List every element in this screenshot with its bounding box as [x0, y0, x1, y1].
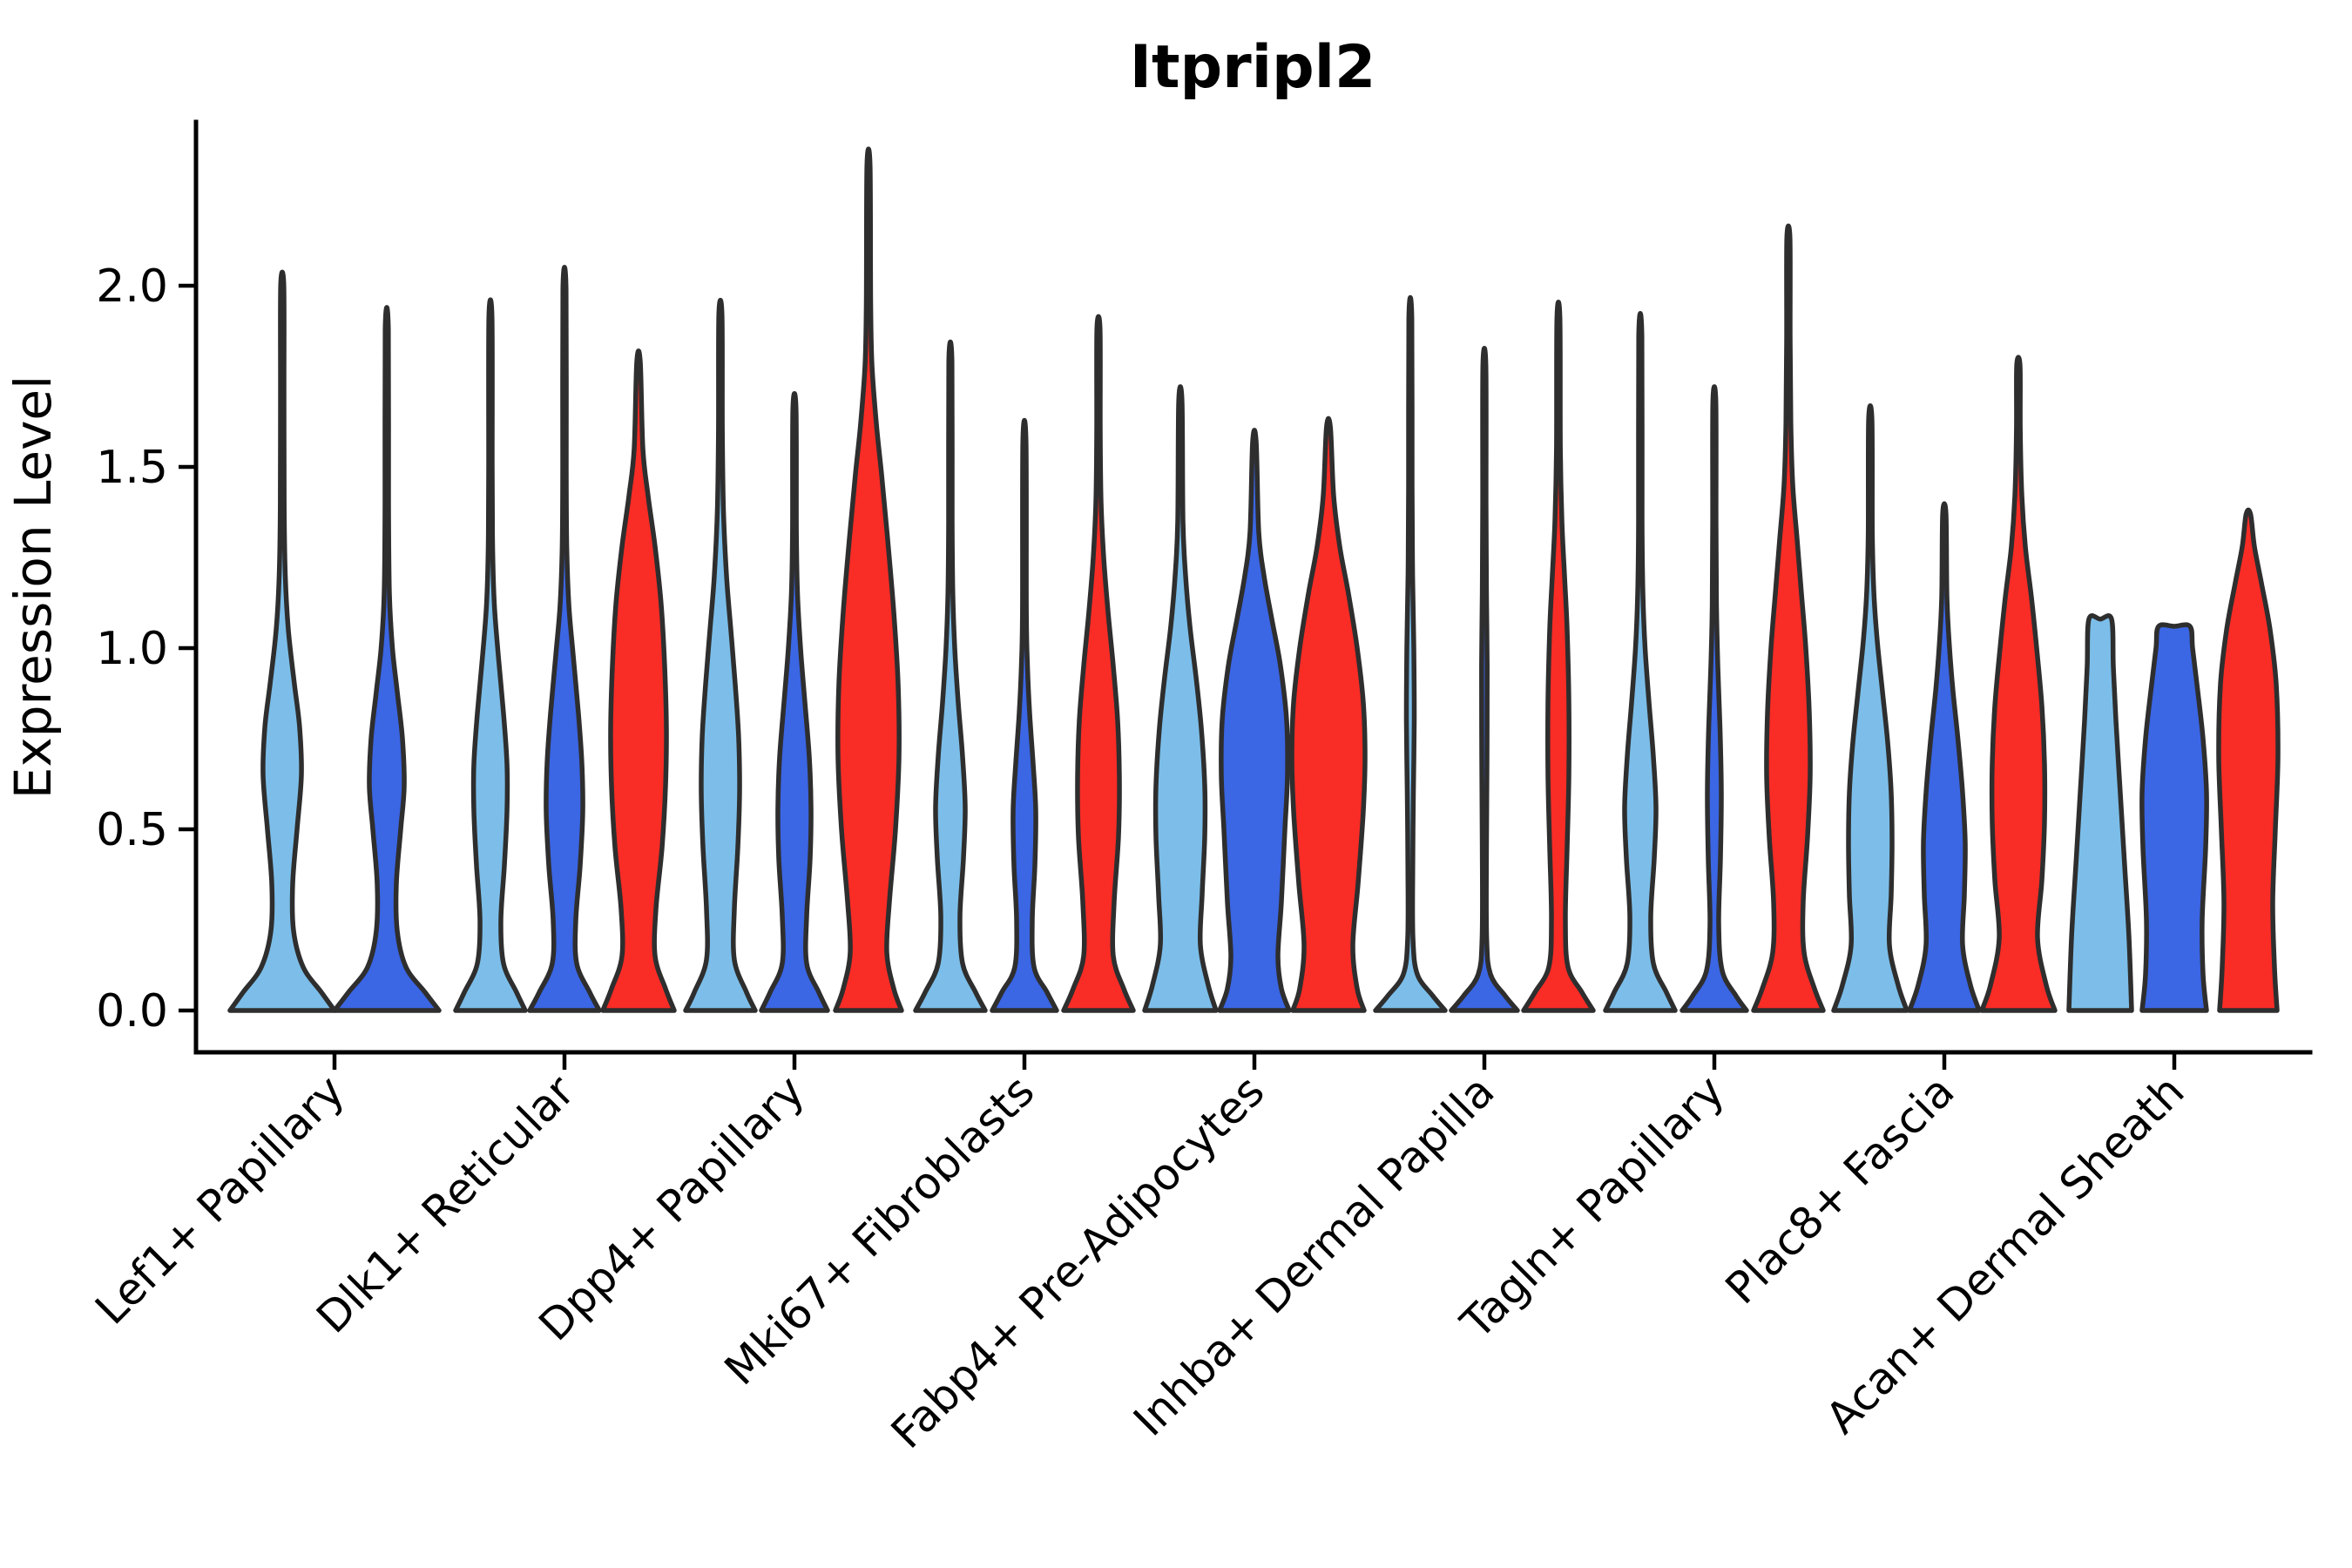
violin-fabp4-pre-adipocytes-split-3: [1289, 416, 1368, 1013]
chart-title: Itpripl2: [1130, 33, 1376, 102]
y-tick-label: 0.0: [96, 985, 168, 1037]
violin-plac8-fascia-split-3: [1979, 355, 2058, 1013]
violin-tagln-papillary-split-3: [1751, 223, 1826, 1013]
violin-dpp4-papillary-split-3: [833, 146, 904, 1013]
violin-acan-dermal-sheath-split-3: [2216, 507, 2281, 1013]
violin-acan-dermal-sheath-split-1: [2066, 613, 2134, 1013]
violin-plac8-fascia-split-1: [1831, 403, 1909, 1013]
violin-mki67-fibroblasts-split-2: [990, 418, 1059, 1013]
x-tick-label-plac8-fascia: Plac8+ Fascia: [1716, 1065, 1964, 1314]
violin-inhba-dermal-papilla-split-2: [1449, 346, 1520, 1013]
violin-dpp4-papillary-split-1: [683, 297, 758, 1013]
violin-dpp4-papillary-split-2: [759, 391, 830, 1013]
violin-inhba-dermal-papilla-split-1: [1373, 295, 1448, 1013]
violin-dlk1-reticular-split-1: [453, 297, 528, 1013]
violin-lef1-papillary-split-1: [227, 269, 337, 1013]
violin-inhba-dermal-papilla-split-3: [1521, 299, 1596, 1013]
y-tick-label: 2.0: [96, 260, 168, 313]
violin-plac8-fascia-split-2: [1907, 501, 1982, 1013]
y-tick-label: 1.0: [96, 623, 168, 675]
violin-mki67-fibroblasts-split-3: [1061, 314, 1136, 1013]
violin-tagln-papillary-split-1: [1603, 311, 1678, 1013]
violins-layer: [227, 146, 2281, 1013]
violin-fabp4-pre-adipocytes-split-2: [1217, 428, 1292, 1013]
violin-mki67-fibroblasts-split-1: [913, 339, 988, 1013]
violin-dlk1-reticular-split-3: [600, 348, 677, 1013]
violin-lef1-papillary-split-2: [332, 305, 442, 1013]
y-tick-label: 1.5: [96, 442, 168, 494]
violin-fabp4-pre-adipocytes-split-1: [1142, 384, 1219, 1013]
y-axis-label: Expression Level: [3, 375, 63, 799]
x-tick-label-lef1-papillary: Lef1+ Papillary: [85, 1065, 354, 1334]
y-tick-label: 0.5: [96, 804, 168, 856]
x-tick-label-fabp4-pre-adipocytes: Fabp4+ Pre-Adipocytes: [882, 1065, 1274, 1458]
violin-dlk1-reticular-split-2: [527, 265, 602, 1013]
violin-acan-dermal-sheath-split-2: [2139, 622, 2209, 1013]
y-axis-ticks: 0.0 0.5 1.0 1.5 2.0: [96, 260, 196, 1037]
violin-tagln-papillary-split-2: [1680, 384, 1749, 1013]
